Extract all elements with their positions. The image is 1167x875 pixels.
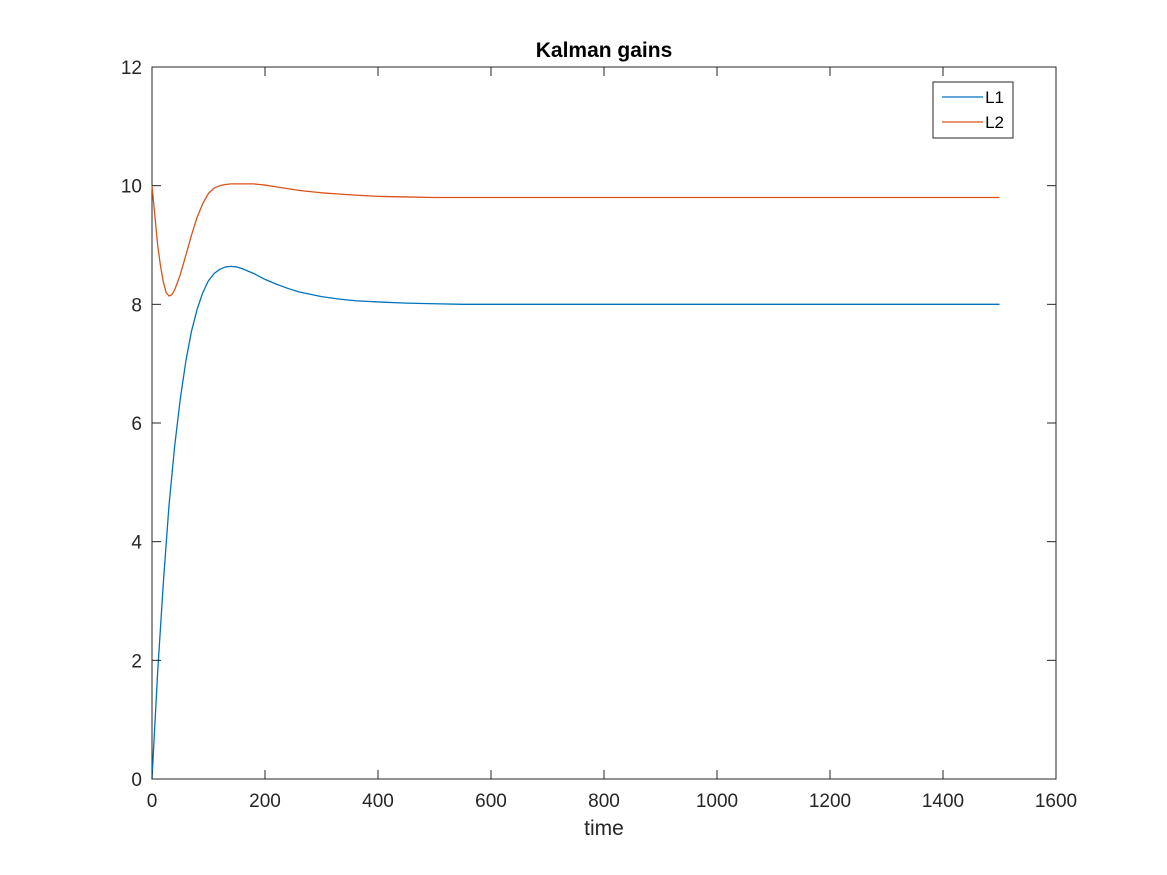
- series-layer: [151, 183, 1000, 780]
- legend-label-l1: L1: [985, 88, 1004, 107]
- chart-title: Kalman gains: [536, 39, 673, 62]
- x-tick-label: 800: [588, 791, 620, 812]
- y-tick-label: 0: [131, 770, 142, 791]
- series-line-l2: [151, 183, 1000, 297]
- plot-area: 0 200 400 600 800 1000 1200 1400 1600 0 2 4 6 8 10 12: [121, 58, 1077, 812]
- y-tick-label: 4: [131, 533, 142, 554]
- x-tick-label: 1600: [1035, 791, 1077, 812]
- y-tick-label: 12: [121, 58, 142, 79]
- y-tick-label: 2: [131, 651, 142, 672]
- y-tick-label: 6: [131, 414, 142, 435]
- x-axis-label: time: [584, 817, 624, 840]
- legend-label-l2: L2: [985, 113, 1004, 132]
- series-line-l1: [151, 265, 1000, 780]
- x-tick-label: 400: [362, 791, 394, 812]
- x-tick-label: 0: [147, 791, 158, 812]
- axes-box: [151, 66, 1057, 780]
- x-tick-label: 200: [249, 791, 281, 812]
- x-tick-label: 1400: [922, 791, 964, 812]
- x-tick-label: 1000: [696, 791, 738, 812]
- y-tick-label: 8: [131, 295, 142, 316]
- y-tick-label: 10: [121, 177, 142, 198]
- tick-layer: 0 200 400 600 800 1000 1200 1400 1600 0 2 4 6 8 10 12: [121, 58, 1077, 812]
- legend-box: [932, 81, 1014, 139]
- x-tick-label: 1200: [809, 791, 851, 812]
- x-tick-label: 600: [475, 791, 507, 812]
